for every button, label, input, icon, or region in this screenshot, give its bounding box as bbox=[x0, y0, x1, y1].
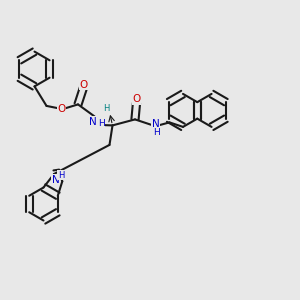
Text: N: N bbox=[152, 119, 159, 129]
Text: O: O bbox=[132, 94, 141, 104]
Text: O: O bbox=[79, 80, 88, 90]
Text: H: H bbox=[153, 128, 160, 136]
Text: H: H bbox=[103, 104, 109, 113]
Text: O: O bbox=[57, 104, 66, 114]
Text: N: N bbox=[89, 117, 97, 127]
Text: N: N bbox=[52, 175, 60, 185]
Text: H: H bbox=[98, 119, 104, 128]
Text: H: H bbox=[58, 170, 64, 179]
